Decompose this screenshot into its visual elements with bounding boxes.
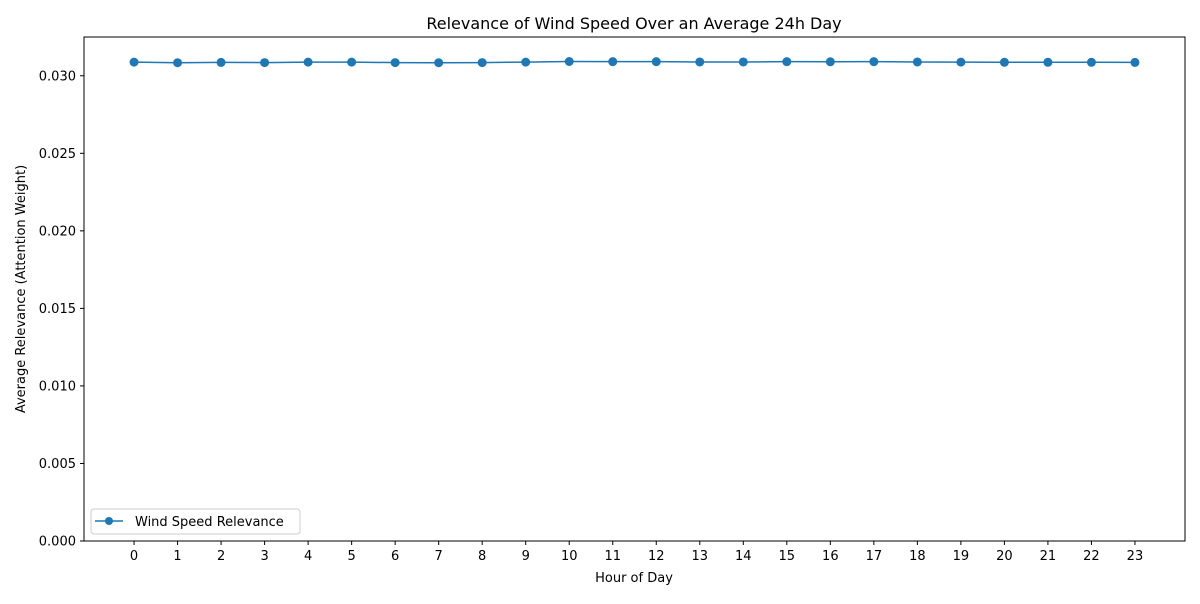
data-point bbox=[390, 58, 400, 68]
x-tick-label: 8 bbox=[478, 549, 486, 564]
data-point bbox=[216, 57, 226, 67]
data-point bbox=[695, 57, 705, 67]
data-point bbox=[1043, 57, 1053, 67]
x-tick-label: 17 bbox=[866, 549, 883, 564]
x-tick-label: 6 bbox=[391, 549, 399, 564]
x-tick-label: 1 bbox=[173, 549, 181, 564]
data-point bbox=[1130, 57, 1140, 67]
data-point bbox=[999, 57, 1009, 67]
data-point bbox=[912, 57, 922, 67]
data-point bbox=[129, 57, 139, 67]
y-tick-label: 0.020 bbox=[39, 224, 76, 239]
data-point bbox=[825, 57, 835, 67]
x-axis-label: Hour of Day bbox=[595, 571, 673, 586]
legend-marker-sample bbox=[105, 517, 113, 525]
x-tick-label: 4 bbox=[304, 549, 312, 564]
legend: Wind Speed Relevance bbox=[90, 508, 301, 535]
data-point bbox=[608, 57, 618, 67]
y-axis: 0.000 0.005 0.010 0.015 0.020 0.025 0.030 bbox=[39, 69, 84, 550]
x-tick-label: 12 bbox=[648, 549, 665, 564]
x-tick-label: 15 bbox=[779, 549, 796, 564]
x-tick-label: 2 bbox=[217, 549, 225, 564]
data-point bbox=[260, 58, 270, 68]
plot-frame bbox=[83, 36, 1186, 542]
x-tick-label: 13 bbox=[692, 549, 709, 564]
y-tick-label: 0.010 bbox=[39, 379, 76, 394]
x-tick-label: 22 bbox=[1083, 549, 1100, 564]
y-axis-label: Average Relevance (Attention Weight) bbox=[14, 165, 29, 413]
y-tick-label: 0.025 bbox=[39, 147, 76, 162]
data-point bbox=[477, 58, 487, 68]
y-tick-label: 0.015 bbox=[39, 302, 76, 317]
x-tick-label: 9 bbox=[522, 549, 530, 564]
data-point bbox=[956, 57, 966, 67]
legend-label: Wind Speed Relevance bbox=[135, 515, 284, 530]
data-point bbox=[738, 57, 748, 67]
x-tick-label: 18 bbox=[909, 549, 926, 564]
y-tick-label: 0.005 bbox=[39, 457, 76, 472]
series-layer bbox=[129, 57, 1140, 68]
x-tick-label: 7 bbox=[435, 549, 443, 564]
x-tick-label: 0 bbox=[130, 549, 138, 564]
x-tick-label: 5 bbox=[347, 549, 355, 564]
data-point bbox=[303, 57, 313, 67]
x-tick-label: 3 bbox=[260, 549, 268, 564]
data-point bbox=[521, 57, 531, 67]
data-point bbox=[173, 58, 183, 68]
chart-title: Relevance of Wind Speed Over an Average … bbox=[426, 14, 841, 33]
data-point bbox=[1086, 57, 1096, 67]
x-tick-label: 19 bbox=[953, 549, 970, 564]
data-point bbox=[651, 57, 661, 67]
data-point bbox=[434, 58, 444, 68]
x-tick-label: 20 bbox=[996, 549, 1013, 564]
data-point bbox=[782, 57, 792, 67]
x-axis: 0 1 2 3 4 5 6 7 8 9 10 11 12 13 14 15 16 17 18 19 20 21 22 23 bbox=[130, 541, 1143, 564]
x-tick-label: 10 bbox=[561, 549, 578, 564]
x-tick-label: 16 bbox=[822, 549, 839, 564]
data-point bbox=[869, 57, 879, 67]
x-tick-label: 11 bbox=[604, 549, 621, 564]
x-tick-label: 21 bbox=[1040, 549, 1057, 564]
legend-box bbox=[90, 508, 301, 535]
data-point bbox=[347, 57, 357, 67]
series-line bbox=[134, 60, 1135, 64]
x-tick-label: 14 bbox=[735, 549, 752, 564]
x-tick-label: 23 bbox=[1127, 549, 1144, 564]
y-tick-label: 0.000 bbox=[39, 535, 76, 550]
y-tick-label: 0.030 bbox=[39, 69, 76, 84]
data-point bbox=[564, 57, 574, 67]
